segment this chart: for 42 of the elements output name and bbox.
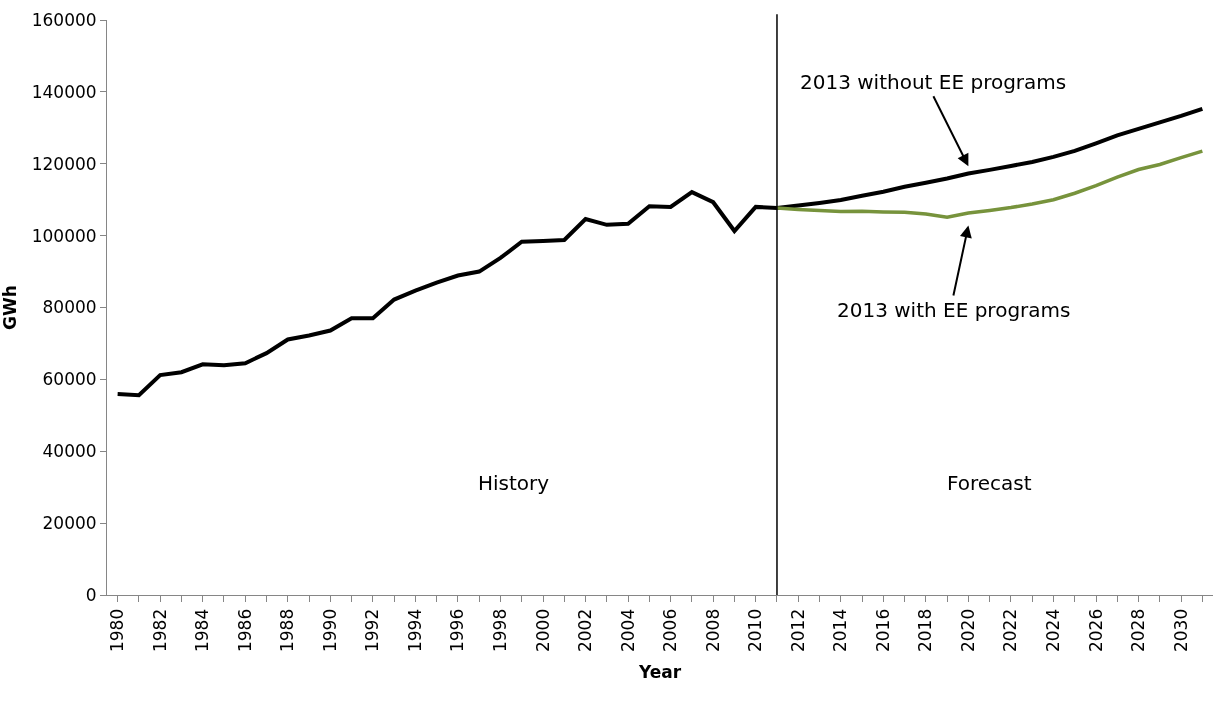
- x-tick-label: 2006: [660, 608, 681, 653]
- y-tick-label: 20000: [42, 513, 97, 534]
- y-tick-label: 80000: [42, 297, 97, 318]
- x-tick-label: 1982: [149, 608, 170, 653]
- x-tick-label: 1984: [192, 608, 213, 653]
- x-tick-label: 2012: [787, 608, 808, 653]
- x-tick-label: 2016: [872, 608, 893, 653]
- x-tick-label: 2010: [745, 608, 766, 653]
- y-tick-label: 120000: [31, 153, 97, 174]
- x-tick-label: 2024: [1043, 608, 1064, 653]
- x-tick-label: 2014: [830, 608, 851, 653]
- x-tick-label: 1998: [490, 608, 511, 653]
- x-tick-label: 2000: [532, 608, 553, 653]
- y-tick-label: 0: [85, 584, 97, 605]
- annotation: Forecast: [947, 471, 1032, 495]
- x-tick-label: 2018: [915, 608, 936, 653]
- x-axis-title: Year: [637, 662, 682, 683]
- x-tick-label: 2026: [1085, 608, 1106, 653]
- y-tick-label: 140000: [31, 81, 97, 102]
- line-series: [775, 149, 1205, 220]
- x-tick-label: 2030: [1170, 608, 1191, 653]
- annotation: History: [478, 471, 550, 495]
- y-tick-label: 60000: [42, 369, 97, 390]
- y-axis-title: GWh: [0, 285, 20, 330]
- x-tick-label: 1986: [234, 608, 255, 653]
- x-tick-label: 1992: [362, 608, 383, 653]
- x-tick-label: 2020: [957, 608, 978, 653]
- x-tick-label: 2008: [702, 608, 723, 653]
- x-tick-label: 2002: [575, 608, 596, 653]
- text: 2013 without EE programs: [800, 70, 1067, 94]
- x-tick-label: 1988: [277, 608, 298, 653]
- y-tick-label: 40000: [42, 441, 97, 462]
- x-tick-label: 1980: [107, 608, 128, 653]
- text: 2013 with EE programs: [837, 298, 1071, 322]
- x-tick-label: 2028: [1128, 608, 1149, 653]
- y-tick-label: 160000: [31, 9, 97, 30]
- x-tick-label: 1996: [447, 608, 468, 653]
- y-tick-label: 100000: [31, 225, 97, 246]
- x-tick-label: 1990: [319, 608, 340, 653]
- x-tick-label: 2022: [1000, 608, 1021, 653]
- x-tick-label: 1994: [404, 608, 425, 653]
- x-tick-label: 2004: [617, 608, 638, 653]
